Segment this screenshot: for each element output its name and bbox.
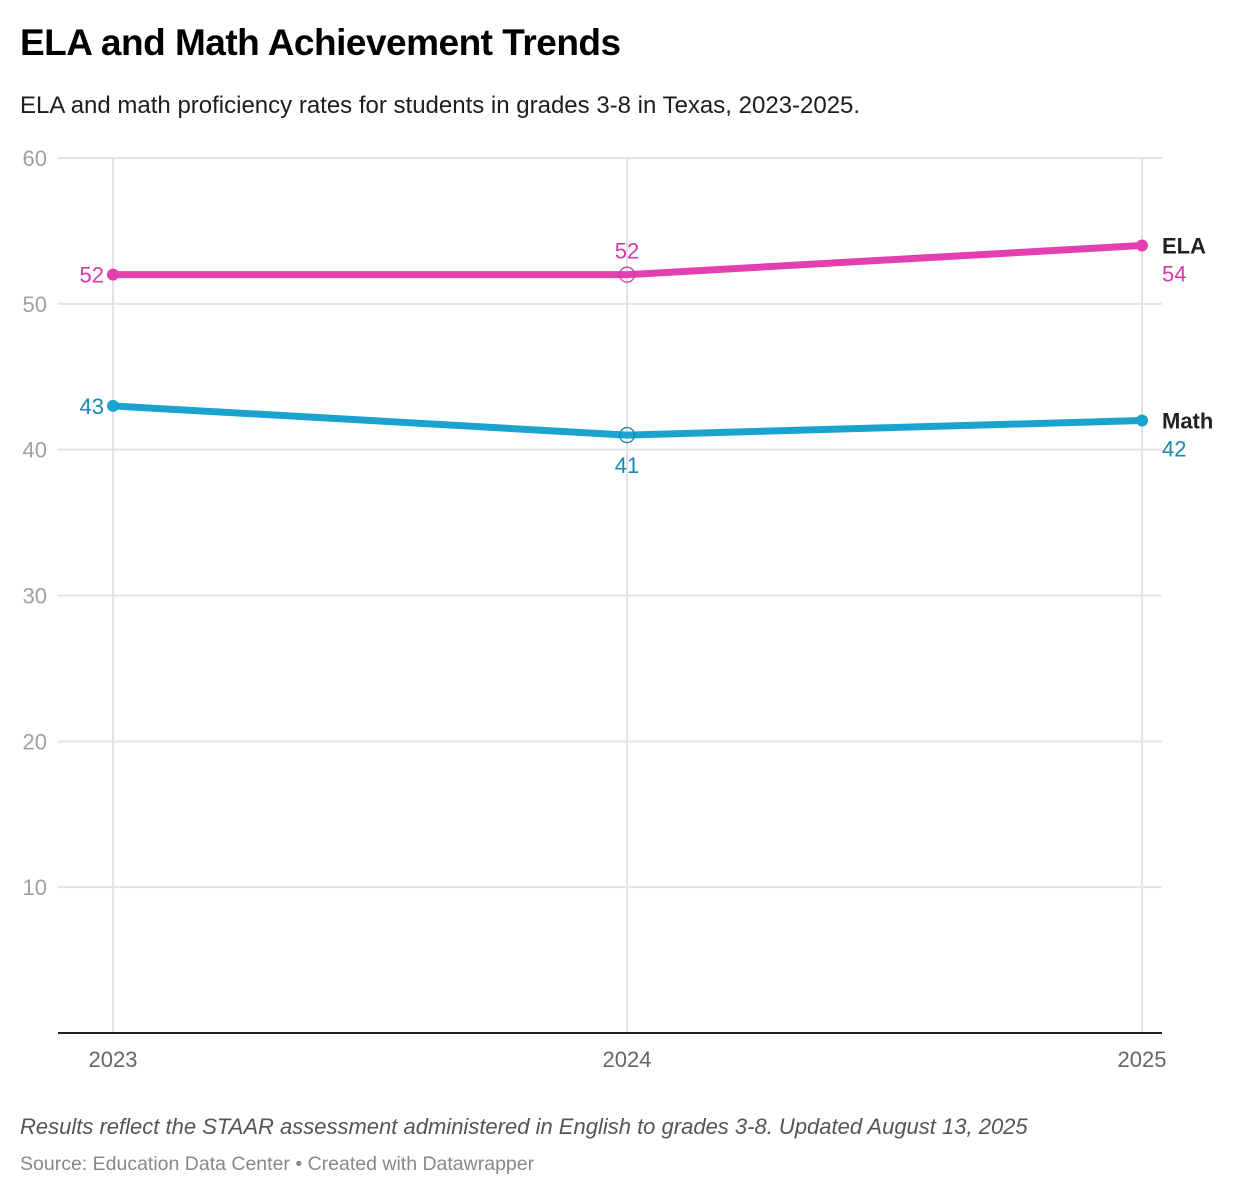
series-name-label: ELA <box>1162 234 1206 259</box>
data-label: 54 <box>1162 262 1186 287</box>
x-tick-label: 2024 <box>603 1047 652 1072</box>
chart-notes: Results reflect the STAAR assessment adm… <box>20 1114 1028 1139</box>
data-point-marker <box>618 426 636 444</box>
data-point <box>1136 239 1148 252</box>
data-label: 43 <box>80 394 104 419</box>
series-line-ela <box>109 242 1146 279</box>
data-point <box>107 399 119 412</box>
y-tick-label: 60 <box>23 146 47 171</box>
chart-title: ELA and Math Achievement Trends <box>20 22 621 63</box>
data-point-marker <box>618 266 636 283</box>
line-chart: 10 20 30 40 50 60 2023 2024 2025 52 52 54 ELA 43 41 42… <box>23 146 1214 1072</box>
y-tick-label: 30 <box>23 584 47 609</box>
chart-subtitle: ELA and math proficiency rates for stude… <box>20 92 861 119</box>
data-point <box>107 268 119 281</box>
data-label: 52 <box>80 263 104 288</box>
x-tick-label: 2023 <box>89 1047 138 1072</box>
series-line-math <box>109 402 1146 439</box>
data-label: 42 <box>1162 437 1186 462</box>
y-tick-label: 20 <box>23 729 47 754</box>
y-tick-label: 40 <box>23 438 47 463</box>
chart-source: Source: Education Data Center • Created … <box>20 1153 535 1175</box>
y-tick-label: 50 <box>23 292 47 317</box>
x-tick-label: 2025 <box>1118 1047 1167 1072</box>
data-label: 52 <box>615 239 639 264</box>
y-tick-label: 10 <box>23 875 47 900</box>
data-label: 41 <box>615 453 639 478</box>
series-name-label: Math <box>1162 409 1213 434</box>
data-point <box>1136 414 1148 427</box>
